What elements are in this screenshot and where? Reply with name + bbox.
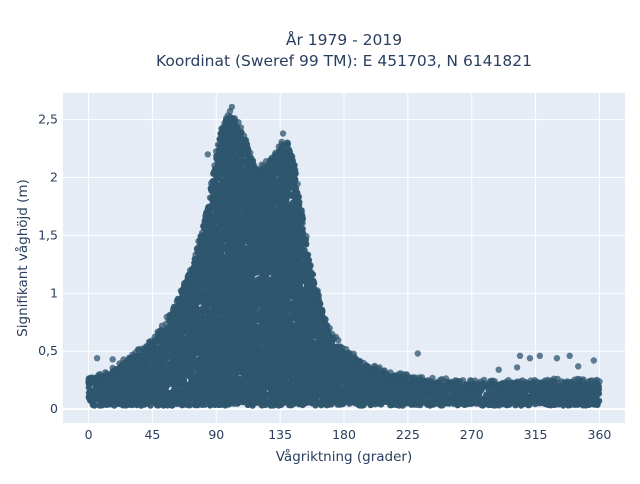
scatter-chart: 04590135180225270315360 00,511,522,5 År …	[0, 0, 640, 480]
chart-container: 04590135180225270315360 00,511,522,5 År …	[0, 0, 640, 480]
